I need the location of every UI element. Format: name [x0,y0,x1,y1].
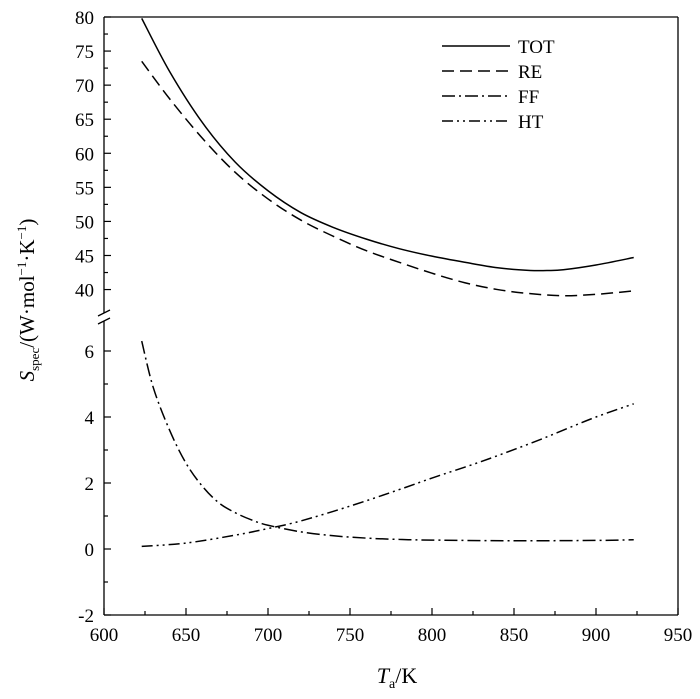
tick-marks [103,16,679,616]
series-line-re [141,60,634,297]
axis-break-mark [97,317,111,325]
x-tick-label: 750 [336,625,365,646]
legend: TOT RE FF HT [442,37,555,133]
y-tick-label: -2 [78,606,94,627]
y-tick-label: 80 [75,8,94,29]
y-tick-label: 65 [75,110,94,131]
y-tick-label: 0 [85,540,95,561]
y-tick-label: 50 [75,212,94,233]
y-tick-label: 40 [75,281,94,302]
y-tick-label: 55 [75,178,94,199]
series-line-ff [140,340,634,542]
x-tick-label: 950 [664,625,693,646]
series-line-tot [141,18,634,272]
x-tick-label: 600 [90,625,119,646]
axis-break-mark [97,309,111,317]
x-tick-label: 650 [172,625,201,646]
series-lines [140,18,634,548]
series-line-ht [141,403,634,548]
x-tick-label: 800 [418,625,447,646]
x-tick-label: 700 [254,625,283,646]
y-tick-label: 75 [75,42,94,63]
y-tick-label: 6 [85,342,95,363]
y-tick-label: 45 [75,246,94,267]
axes [97,16,679,616]
y-tick-label: 2 [85,474,95,495]
y-axis-title: Sspec/(W·mol−1·K−1) [14,219,42,382]
x-tick-label: 900 [582,625,611,646]
y-tick-label: 70 [75,76,94,97]
legend-label-re: RE [518,62,542,83]
tick-labels: 600 650 700 750 800 850 900 9504045505560657075… [75,8,692,646]
legend-label-tot: TOT [518,37,555,58]
x-axis-title: Ta/K [377,663,418,692]
legend-label-ff: FF [518,87,539,108]
x-tick-label: 850 [500,625,529,646]
legend-label-ht: HT [518,112,544,133]
y-tick-label: 4 [85,408,95,429]
y-tick-label: 60 [75,144,94,165]
